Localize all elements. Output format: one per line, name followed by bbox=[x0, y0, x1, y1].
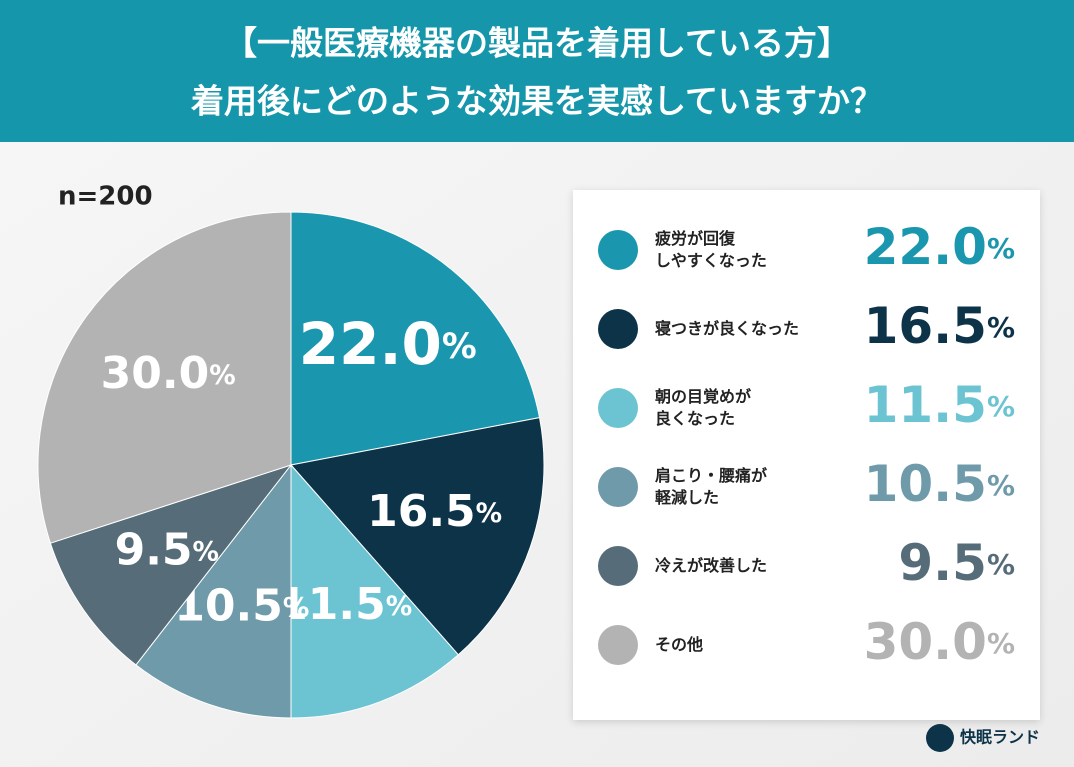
pie-slice bbox=[290, 211, 541, 466]
legend-marker bbox=[598, 309, 638, 349]
legend-marker bbox=[598, 230, 638, 270]
legend-label: 肩こり・腰痛が軽減した bbox=[655, 466, 767, 507]
legend-value: 11.5% bbox=[864, 376, 1015, 434]
legend-label: その他 bbox=[655, 635, 703, 654]
legend-label: 疲労が回復しやすくなった bbox=[655, 229, 767, 270]
legend-value: 9.5% bbox=[898, 534, 1015, 592]
legend: 疲労が回復しやすくなった 22.0% 寝つきが良くなった 16.5% 朝の目覚めが良くな… bbox=[598, 218, 1015, 671]
legend-label: 寝つきが良くなった bbox=[655, 319, 799, 338]
slice-label: 11.5% bbox=[277, 579, 412, 630]
legend-box bbox=[573, 190, 1040, 720]
sample-size: n=200 bbox=[58, 182, 153, 212]
legend-marker bbox=[598, 388, 638, 428]
pie-slice bbox=[135, 463, 292, 719]
legend-value: 22.0% bbox=[864, 218, 1015, 276]
legend-label: 朝の目覚めが良くなった bbox=[655, 387, 751, 428]
title-line: 着用後にどのような効果を実感していますか？ bbox=[191, 82, 883, 121]
legend-marker bbox=[598, 467, 638, 507]
slice-label: 30.0% bbox=[101, 348, 236, 399]
slice-label: 16.5% bbox=[367, 486, 502, 537]
pie-slice bbox=[290, 463, 460, 719]
header-band bbox=[0, 0, 1074, 142]
brand-logo bbox=[926, 724, 954, 752]
brand-name: 快眠ランド bbox=[960, 728, 1040, 747]
pie-slice bbox=[290, 417, 545, 656]
pie: 22.0%16.5%11.5%10.5%9.5%30.0% bbox=[37, 211, 545, 719]
legend-marker bbox=[598, 625, 638, 665]
legend-value: 16.5% bbox=[864, 297, 1015, 355]
slice-label: 9.5% bbox=[115, 524, 219, 575]
legend-marker bbox=[598, 546, 638, 586]
title-line: 【一般医療機器の製品を着用している方】 bbox=[224, 24, 850, 63]
slice-label: 22.0% bbox=[299, 310, 477, 378]
legend-value: 10.5% bbox=[864, 455, 1015, 513]
pie-slice bbox=[37, 211, 292, 544]
pie-slice bbox=[49, 464, 293, 666]
legend-label: 冷えが改善した bbox=[655, 556, 767, 575]
legend-value: 30.0% bbox=[864, 613, 1015, 671]
